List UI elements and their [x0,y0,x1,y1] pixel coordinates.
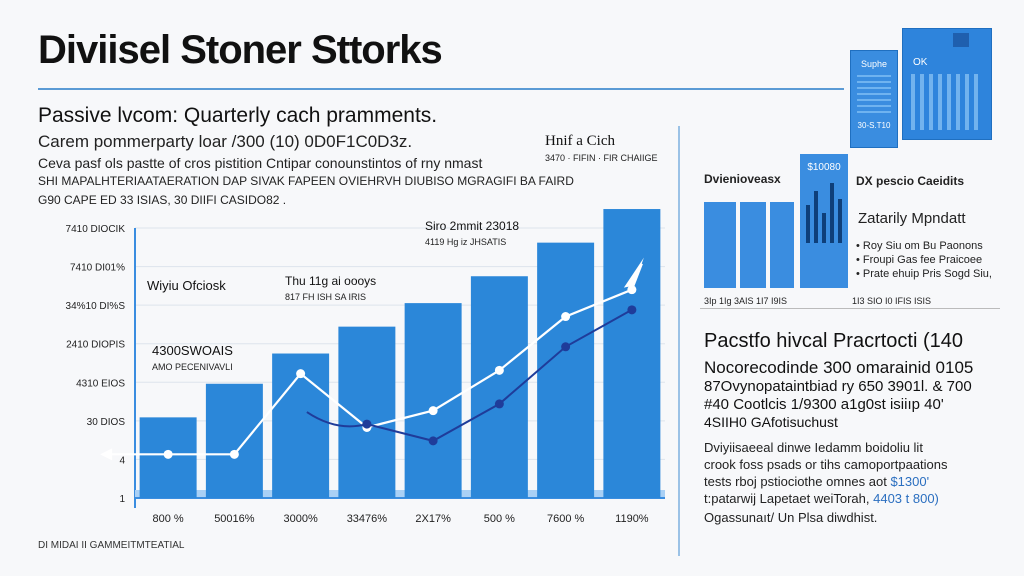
series-1-point [494,365,504,375]
mini-chart-value: $10080 [807,162,841,173]
mini-candle [830,183,834,243]
series-1-point [229,449,239,459]
bar [205,383,263,498]
y-tick-label: 7410 DI01% [70,263,125,274]
x-tick-label: 3000% [283,513,317,525]
x-axis-band [135,490,665,498]
chart-subtitle: 3470 · FIFIN · FIR CHAIIGE [545,153,658,163]
card-suphe: Suphe 30-S.T10 [850,50,898,148]
card-suphe-grid [857,75,891,115]
summary-note-3: tests rboj pstiociothe omnes aot [704,474,887,489]
mini-bar-3 [770,202,794,288]
y-tick-label: 30 DIOS [87,417,126,428]
summary-note-1: Dviyiisaeeal dinwe Iedamm boidoliu lit [704,440,923,455]
summary-line-1: Nocorecodinde 300 omarainid 0105 [704,358,974,377]
annotation-2-sub: 817 FH ISH SA IRIS [285,292,366,302]
summary-note-3-row: tests rboj pstiociothe omnes aot $1300' [704,474,929,489]
annotation-4-label: 4300SWOAIS [152,343,233,358]
summary-note-2: crook foss psads or tihs camoportpaation… [704,457,948,472]
mini-candle [822,213,826,243]
bar [537,242,595,498]
summary-highlight-2: 4403 t 800) [873,491,939,506]
panel-axis-left: 3Ip 1Ig 3AIS 1I7 I9IS [704,296,788,306]
panel-right-subtitle: Zatarily Mpndatt [858,210,966,227]
mini-candle [838,199,842,243]
y-tick-label: 2410 DIOPIS [66,340,125,351]
mini-highlight-card: $10080 [800,154,848,288]
summary-title: Pacstfo hivcal Pracrtocti (140 [704,330,963,352]
title-rule [38,88,844,90]
x-tick-label: 500 % [484,513,515,525]
panel-bullet-3-text: Prate ehuip Pris Sogd Siu, [862,268,992,280]
card-ok-grid [911,74,983,130]
mini-bar-1 [704,202,736,288]
series-1-line [168,288,633,456]
summary-line-2: 87Ovynopataintbiad ry 650 3901l. & 700 [704,378,972,395]
summary-note-4: t:patarwij Lapetaet weiTorah, [704,491,870,506]
bar [603,209,661,499]
annotation-3-label: Siro 2mmit 23018 [425,219,519,233]
series-2-lead [306,411,368,428]
panel-right-title: DX pescio Caeidits [856,174,965,188]
page-title: Diviisel Stoner Sttorks [38,28,443,72]
x-tick-label: 33476% [347,513,388,525]
x-tick-label: 1190% [615,513,649,525]
series-2-point [428,436,438,446]
card-ok-tab-icon [953,33,969,47]
y-tick-label: 34%10 DI%S [66,301,126,312]
card-suphe-label: Suphe [860,59,888,69]
x-tick-label: 7600 % [547,513,585,525]
description-line-3: SHI MAPALHTERIAATAERATION DAP SIVAK FAPE… [38,174,574,188]
summary-line-4: 4SIIH0 GAfotisuchust [704,414,838,430]
footer-label: DI MIDAI II GAMMEITMTEATIAL [38,540,185,551]
y-tick-label: 1 [119,494,125,505]
x-tick-label: 50016% [214,513,255,525]
x-tick-label: 800 % [153,513,184,525]
description-line-4: G90 CAPE ED 33 ISIAS, 30 DIIFI CASIDO82 … [38,193,287,207]
page-subtitle: Passive lvcom: Quarterly cach pramments. [38,104,438,127]
y-tick-label: 7410 DIOCIK [66,224,126,235]
summary-highlight-1: $1300' [890,474,930,489]
series-1-tail-arrow [100,448,113,461]
summary-note-4-row: t:patarwij Lapetaet weiTorah, 4403 t 800… [704,491,939,506]
annotation-2-label: Thu 11g ai oooys [285,274,376,288]
summary-note-5: Ogassunaıt/ Un Plsa diwdhist. [704,510,878,525]
panel-left-title: Dvienioveasx [704,172,781,186]
series-1-point [561,312,571,322]
vertical-divider [678,126,680,556]
card-ok-label: OK [913,57,928,68]
card-ok: OK [902,28,992,140]
mini-bar-2 [740,202,766,288]
panel-rule [700,308,1000,309]
mini-candle [806,205,810,243]
panel-bullet-2-text: Froupi Gas fee Praicoee [862,254,983,266]
mini-candles [806,183,842,243]
bar [404,303,462,498]
series-2-point [561,342,571,352]
x-tick-label: 2X17% [415,513,451,525]
panel-bullet-1-text: Roy Siu om Bu Paonons [862,240,983,252]
description-line-2: Ceva pasf ols pastte of cros pistition C… [38,155,483,171]
panel-bullet-2: • Froupi Gas fee Praicoee [856,254,983,266]
series-2-point [494,399,504,409]
panel-axis-right: 1I3 SIO I0 IFIS ISIS [852,296,932,306]
chart-title: Hnif a Cich [545,133,615,149]
description-line-1: Carem pommerparty loar /300 (10) 0D0F1C0… [38,132,413,151]
series-1-arrow-head [623,257,644,288]
series-2-point [627,305,637,315]
card-suphe-value: 30-S.T10 [857,121,891,130]
summary-line-3: #40 Cootlcis 1/9300 a1g0st isiiıp 40' [704,396,944,413]
annotation-3-sub: 4119 Hg iz JHSATIS [425,237,506,247]
panel-bullet-1: • Roy Siu om Bu Paonons [856,240,983,252]
series-1-point [428,406,438,416]
annotation-4-sub: AMO PECENIVAVLI [152,362,233,372]
panel-bullet-3: • Prate ehuip Pris Sogd Siu, [856,268,992,280]
mini-candle [814,191,818,243]
series-1-arrow-shaft [630,263,643,291]
y-tick-label: 4310 EIOS [76,378,125,389]
series-1-point [296,369,306,379]
annotation-1-label: Wiyiu Ofciosk [147,278,226,293]
y-tick-label: 4 [119,455,125,466]
